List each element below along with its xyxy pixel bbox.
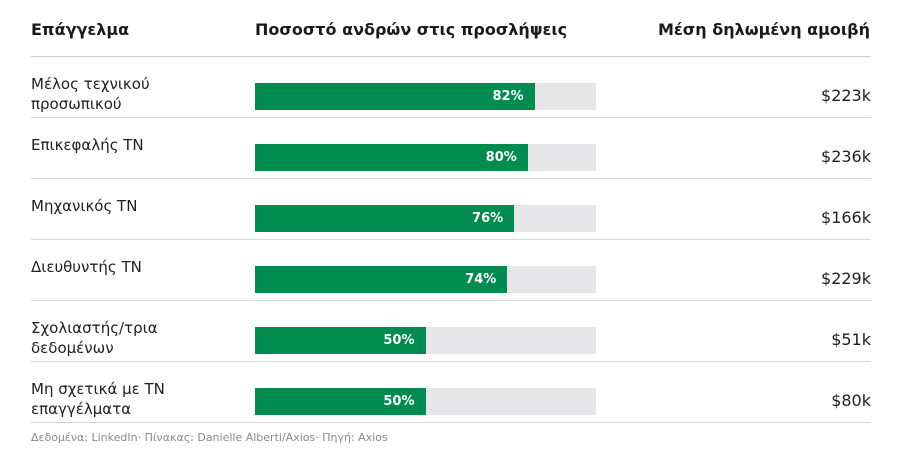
occupation-label: Διευθυντής ΤΝ — [31, 258, 142, 276]
header-divider — [31, 56, 871, 57]
table-row: Σχολιαστής/τρια δεδομένων 50% $51k — [31, 301, 871, 362]
occupation-label: Μηχανικός ΤΝ — [31, 197, 138, 215]
bar-data-label: 50% — [383, 394, 415, 409]
table-row: Μέλος τεχνικού προσωπικού 82% $223k — [31, 57, 871, 118]
table-rows: Μέλος τεχνικού προσωπικού 82% $223k Επικεφα… — [0, 57, 900, 423]
salary-value: $51k — [831, 330, 871, 349]
table-row: Διευθυντής ΤΝ 74% $229k — [31, 240, 871, 301]
table-row: Μηχανικός ΤΝ 76% $166k — [31, 179, 871, 240]
bar-data-label: 76% — [472, 211, 504, 226]
bar-track: 80% — [255, 144, 596, 171]
bar: 50% — [255, 388, 426, 415]
occupation-label: Μη σχετικά με ΤΝ επαγγέλματα — [31, 380, 165, 418]
bar: 80% — [255, 144, 528, 171]
salary-value: $80k — [831, 391, 871, 410]
bar-data-label: 82% — [492, 89, 524, 104]
bar-data-label: 74% — [465, 272, 497, 287]
bar: 50% — [255, 327, 426, 354]
occupation-label: Επικεφαλής ΤΝ — [31, 136, 144, 154]
bar-track: 74% — [255, 266, 596, 293]
bar-track: 82% — [255, 83, 596, 110]
bar: 76% — [255, 205, 515, 232]
table-row: Επικεφαλής ΤΝ 80% $236k — [31, 118, 871, 179]
bar-data-label: 50% — [383, 333, 415, 348]
bar-data-label: 80% — [485, 150, 517, 165]
salary-value: $166k — [821, 208, 871, 227]
salary-value: $229k — [821, 269, 871, 288]
salary-value: $236k — [821, 147, 871, 166]
bar-track: 76% — [255, 205, 596, 232]
bar-track: 50% — [255, 388, 596, 415]
salary-value: $223k — [821, 86, 871, 105]
source-note: Δεδομένα: LinkedIn· Πίνακας: Danielle Al… — [31, 431, 388, 444]
share-column-header: Ποσοστό ανδρών στις προσλήψεις — [255, 20, 568, 39]
table-row: Μη σχετικά με ΤΝ επαγγέλματα 50% $80k — [31, 362, 871, 423]
occupation-column-header: Επάγγελμα — [31, 20, 130, 39]
occupation-label: Σχολιαστής/τρια δεδομένων — [31, 319, 158, 357]
bar: 82% — [255, 83, 535, 110]
occupation-label: Μέλος τεχνικού προσωπικού — [31, 75, 150, 113]
bar-track: 50% — [255, 327, 596, 354]
bar: 74% — [255, 266, 508, 293]
salary-column-header: Μέση δηλωμένη αμοιβή — [657, 20, 870, 39]
